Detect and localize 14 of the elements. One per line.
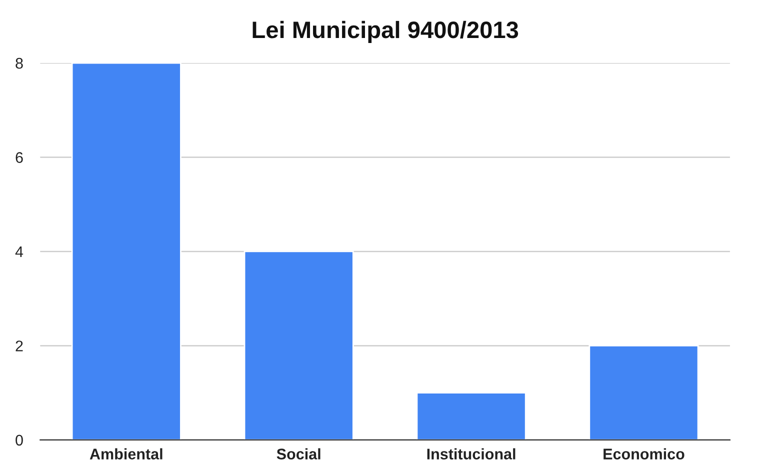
y-tick-label: 6	[16, 152, 23, 163]
x-tick-label: Economico	[604, 448, 684, 460]
y-tick-label: 8	[16, 58, 23, 69]
y-tick-label: 4	[15, 246, 24, 258]
bar	[244, 250, 354, 440]
y-tick-label: 2	[16, 340, 23, 352]
x-tick-label: Ambiental	[90, 448, 162, 460]
bar	[588, 345, 699, 440]
x-tick-label: Institucional	[427, 448, 516, 460]
bar	[71, 63, 182, 440]
x-tick-label: Social	[276, 448, 320, 460]
chart-title: Lei Municipal 9400/2013	[252, 20, 518, 43]
y-tick-label: 0	[16, 434, 23, 446]
bar	[416, 392, 526, 440]
